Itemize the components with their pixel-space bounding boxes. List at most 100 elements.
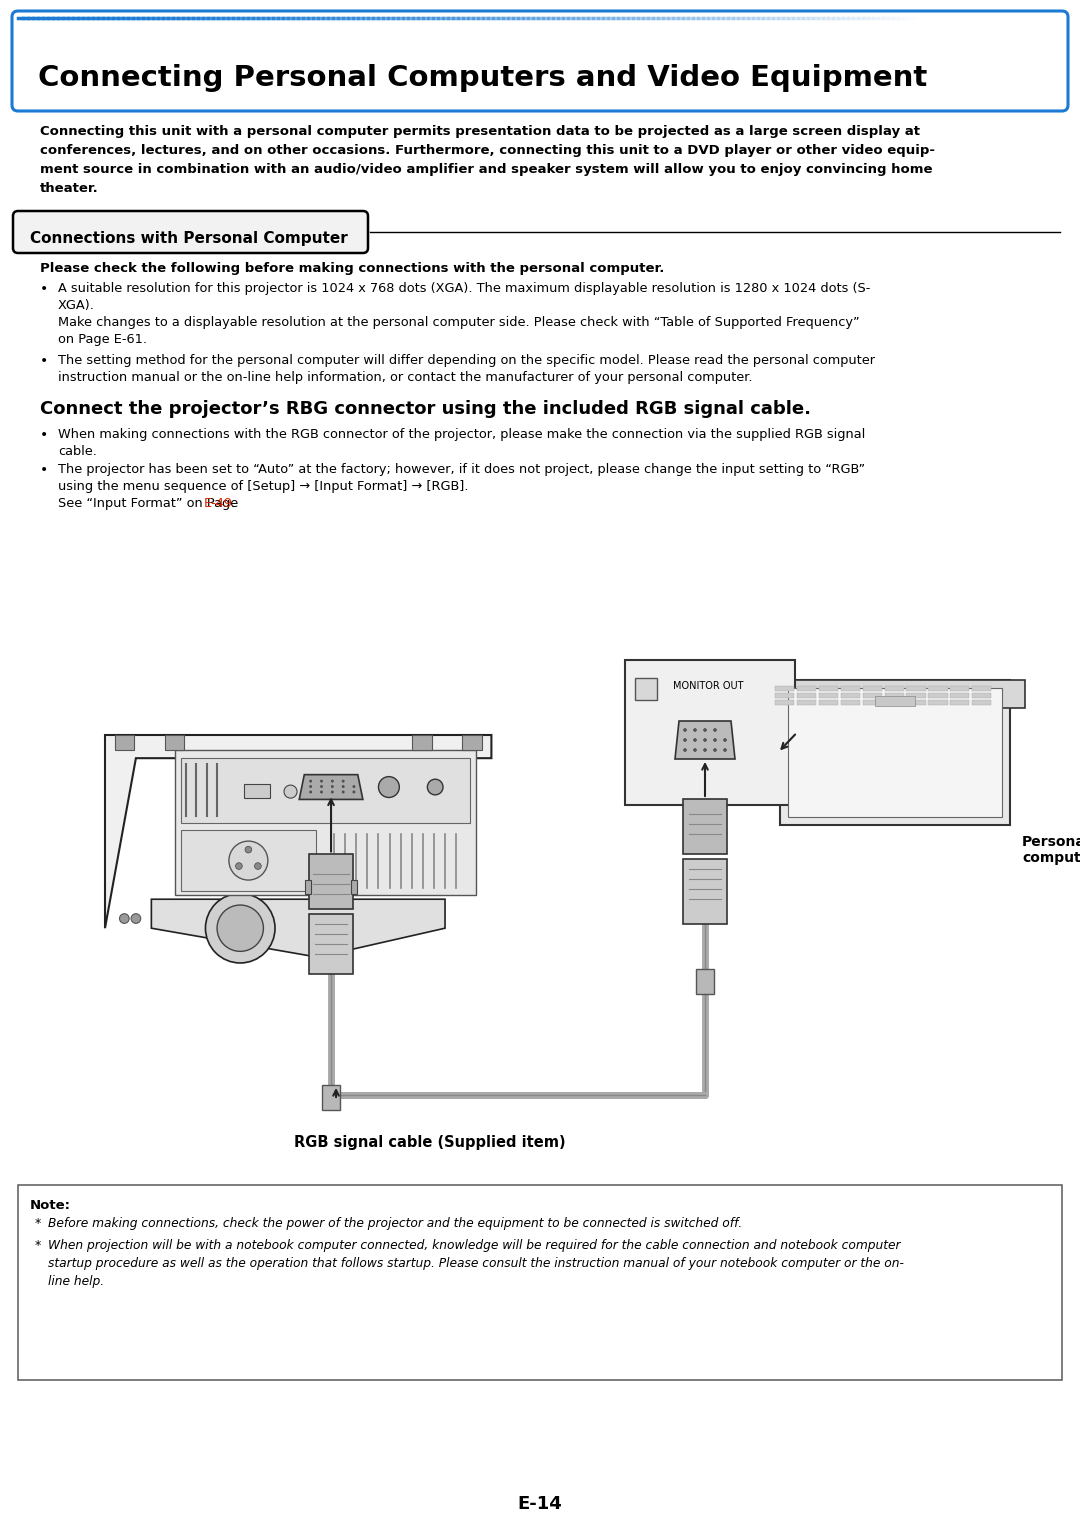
Circle shape bbox=[428, 780, 443, 795]
Text: Connecting Personal Computers and Video Equipment: Connecting Personal Computers and Video … bbox=[38, 64, 928, 92]
Bar bbox=[683, 800, 727, 855]
Polygon shape bbox=[105, 736, 491, 928]
Bar bbox=[788, 688, 1002, 816]
Polygon shape bbox=[151, 899, 445, 957]
FancyBboxPatch shape bbox=[13, 211, 368, 253]
Text: E-14: E-14 bbox=[517, 1495, 563, 1512]
Bar bbox=[797, 687, 816, 691]
Bar bbox=[875, 696, 915, 707]
Text: .: . bbox=[231, 497, 235, 510]
Circle shape bbox=[724, 748, 727, 751]
Circle shape bbox=[310, 786, 312, 787]
Bar bbox=[950, 693, 970, 697]
Circle shape bbox=[332, 786, 334, 787]
FancyBboxPatch shape bbox=[12, 11, 1068, 111]
Bar bbox=[696, 969, 714, 993]
Polygon shape bbox=[675, 720, 735, 758]
Text: •: • bbox=[40, 354, 49, 368]
Text: •: • bbox=[40, 427, 49, 443]
Bar bbox=[309, 914, 353, 975]
Circle shape bbox=[131, 914, 140, 923]
Circle shape bbox=[321, 780, 323, 783]
Circle shape bbox=[229, 841, 268, 881]
Text: Note:: Note: bbox=[30, 1199, 71, 1212]
Text: The setting method for the personal computer will differ depending on the specif: The setting method for the personal comp… bbox=[58, 354, 875, 366]
Bar bbox=[625, 661, 795, 806]
Text: theater.: theater. bbox=[40, 182, 98, 195]
Bar bbox=[180, 758, 470, 823]
Text: Make changes to a displayable resolution at the personal computer side. Please c: Make changes to a displayable resolution… bbox=[58, 316, 860, 330]
Polygon shape bbox=[299, 775, 363, 800]
Text: E-49: E-49 bbox=[204, 497, 233, 510]
Text: See “Input Format” on Page: See “Input Format” on Page bbox=[58, 497, 242, 510]
Text: ment source in combination with an audio/video amplifier and speaker system will: ment source in combination with an audio… bbox=[40, 163, 932, 175]
Circle shape bbox=[342, 786, 345, 787]
Text: When making connections with the RGB connector of the projector, please make the: When making connections with the RGB con… bbox=[58, 427, 865, 441]
Bar bbox=[775, 693, 794, 697]
Bar bbox=[972, 687, 991, 691]
Bar bbox=[797, 693, 816, 697]
Circle shape bbox=[332, 780, 334, 783]
Circle shape bbox=[714, 748, 716, 751]
Text: using the menu sequence of [Setup] → [Input Format] → [RGB].: using the menu sequence of [Setup] → [In… bbox=[58, 481, 469, 493]
Circle shape bbox=[378, 777, 400, 798]
Text: Before making connections, check the power of the projector and the equipment to: Before making connections, check the pow… bbox=[48, 1218, 742, 1230]
Circle shape bbox=[693, 739, 697, 742]
Text: A suitable resolution for this projector is 1024 x 768 dots (XGA). The maximum d: A suitable resolution for this projector… bbox=[58, 282, 870, 295]
Bar bbox=[885, 693, 904, 697]
Bar bbox=[114, 736, 134, 751]
Circle shape bbox=[693, 728, 697, 731]
Bar bbox=[309, 855, 353, 909]
Text: Connect the projector’s RBG connector using the included RGB signal cable.: Connect the projector’s RBG connector us… bbox=[40, 400, 811, 418]
Bar bbox=[972, 700, 991, 705]
Circle shape bbox=[693, 748, 697, 751]
Text: line help.: line help. bbox=[48, 1276, 104, 1288]
Bar bbox=[906, 687, 926, 691]
Text: on Page E-61.: on Page E-61. bbox=[58, 333, 147, 346]
Bar bbox=[180, 830, 316, 891]
Bar bbox=[775, 687, 794, 691]
Bar bbox=[819, 687, 838, 691]
Bar bbox=[929, 693, 947, 697]
Text: Personal
computer: Personal computer bbox=[1022, 835, 1080, 865]
Circle shape bbox=[321, 790, 323, 794]
Circle shape bbox=[703, 728, 706, 731]
Bar bbox=[885, 700, 904, 705]
Bar bbox=[175, 751, 476, 896]
Circle shape bbox=[684, 739, 687, 742]
Bar bbox=[819, 700, 838, 705]
Bar bbox=[885, 687, 904, 691]
Bar bbox=[18, 1186, 1062, 1380]
Bar bbox=[635, 678, 657, 700]
Bar bbox=[819, 693, 838, 697]
Text: XGA).: XGA). bbox=[58, 299, 95, 311]
Bar bbox=[840, 693, 860, 697]
Circle shape bbox=[714, 739, 716, 742]
Bar bbox=[929, 700, 947, 705]
Text: conferences, lectures, and on other occasions. Furthermore, connecting this unit: conferences, lectures, and on other occa… bbox=[40, 143, 935, 157]
Text: cable.: cable. bbox=[58, 446, 97, 458]
Bar bbox=[863, 693, 881, 697]
Circle shape bbox=[684, 748, 687, 751]
Text: Please check the following before making connections with the personal computer.: Please check the following before making… bbox=[40, 262, 664, 275]
Circle shape bbox=[321, 786, 323, 787]
Circle shape bbox=[353, 790, 355, 794]
Bar bbox=[863, 700, 881, 705]
Bar bbox=[305, 881, 311, 894]
Text: When projection will be with a notebook computer connected, knowledge will be re: When projection will be with a notebook … bbox=[48, 1239, 901, 1251]
Circle shape bbox=[255, 862, 261, 870]
Text: *: * bbox=[35, 1218, 41, 1230]
Bar bbox=[462, 736, 482, 751]
Circle shape bbox=[332, 790, 334, 794]
Circle shape bbox=[205, 893, 275, 963]
Bar bbox=[797, 700, 816, 705]
Circle shape bbox=[714, 728, 716, 731]
Text: Connections with Personal Computer: Connections with Personal Computer bbox=[30, 230, 348, 246]
Bar bbox=[906, 693, 926, 697]
Text: The projector has been set to “Auto” at the factory; however, if it does not pro: The projector has been set to “Auto” at … bbox=[58, 462, 865, 476]
Circle shape bbox=[284, 784, 297, 798]
Bar bbox=[683, 859, 727, 925]
Bar bbox=[765, 681, 1025, 708]
Text: *: * bbox=[35, 1239, 41, 1251]
Bar bbox=[906, 700, 926, 705]
